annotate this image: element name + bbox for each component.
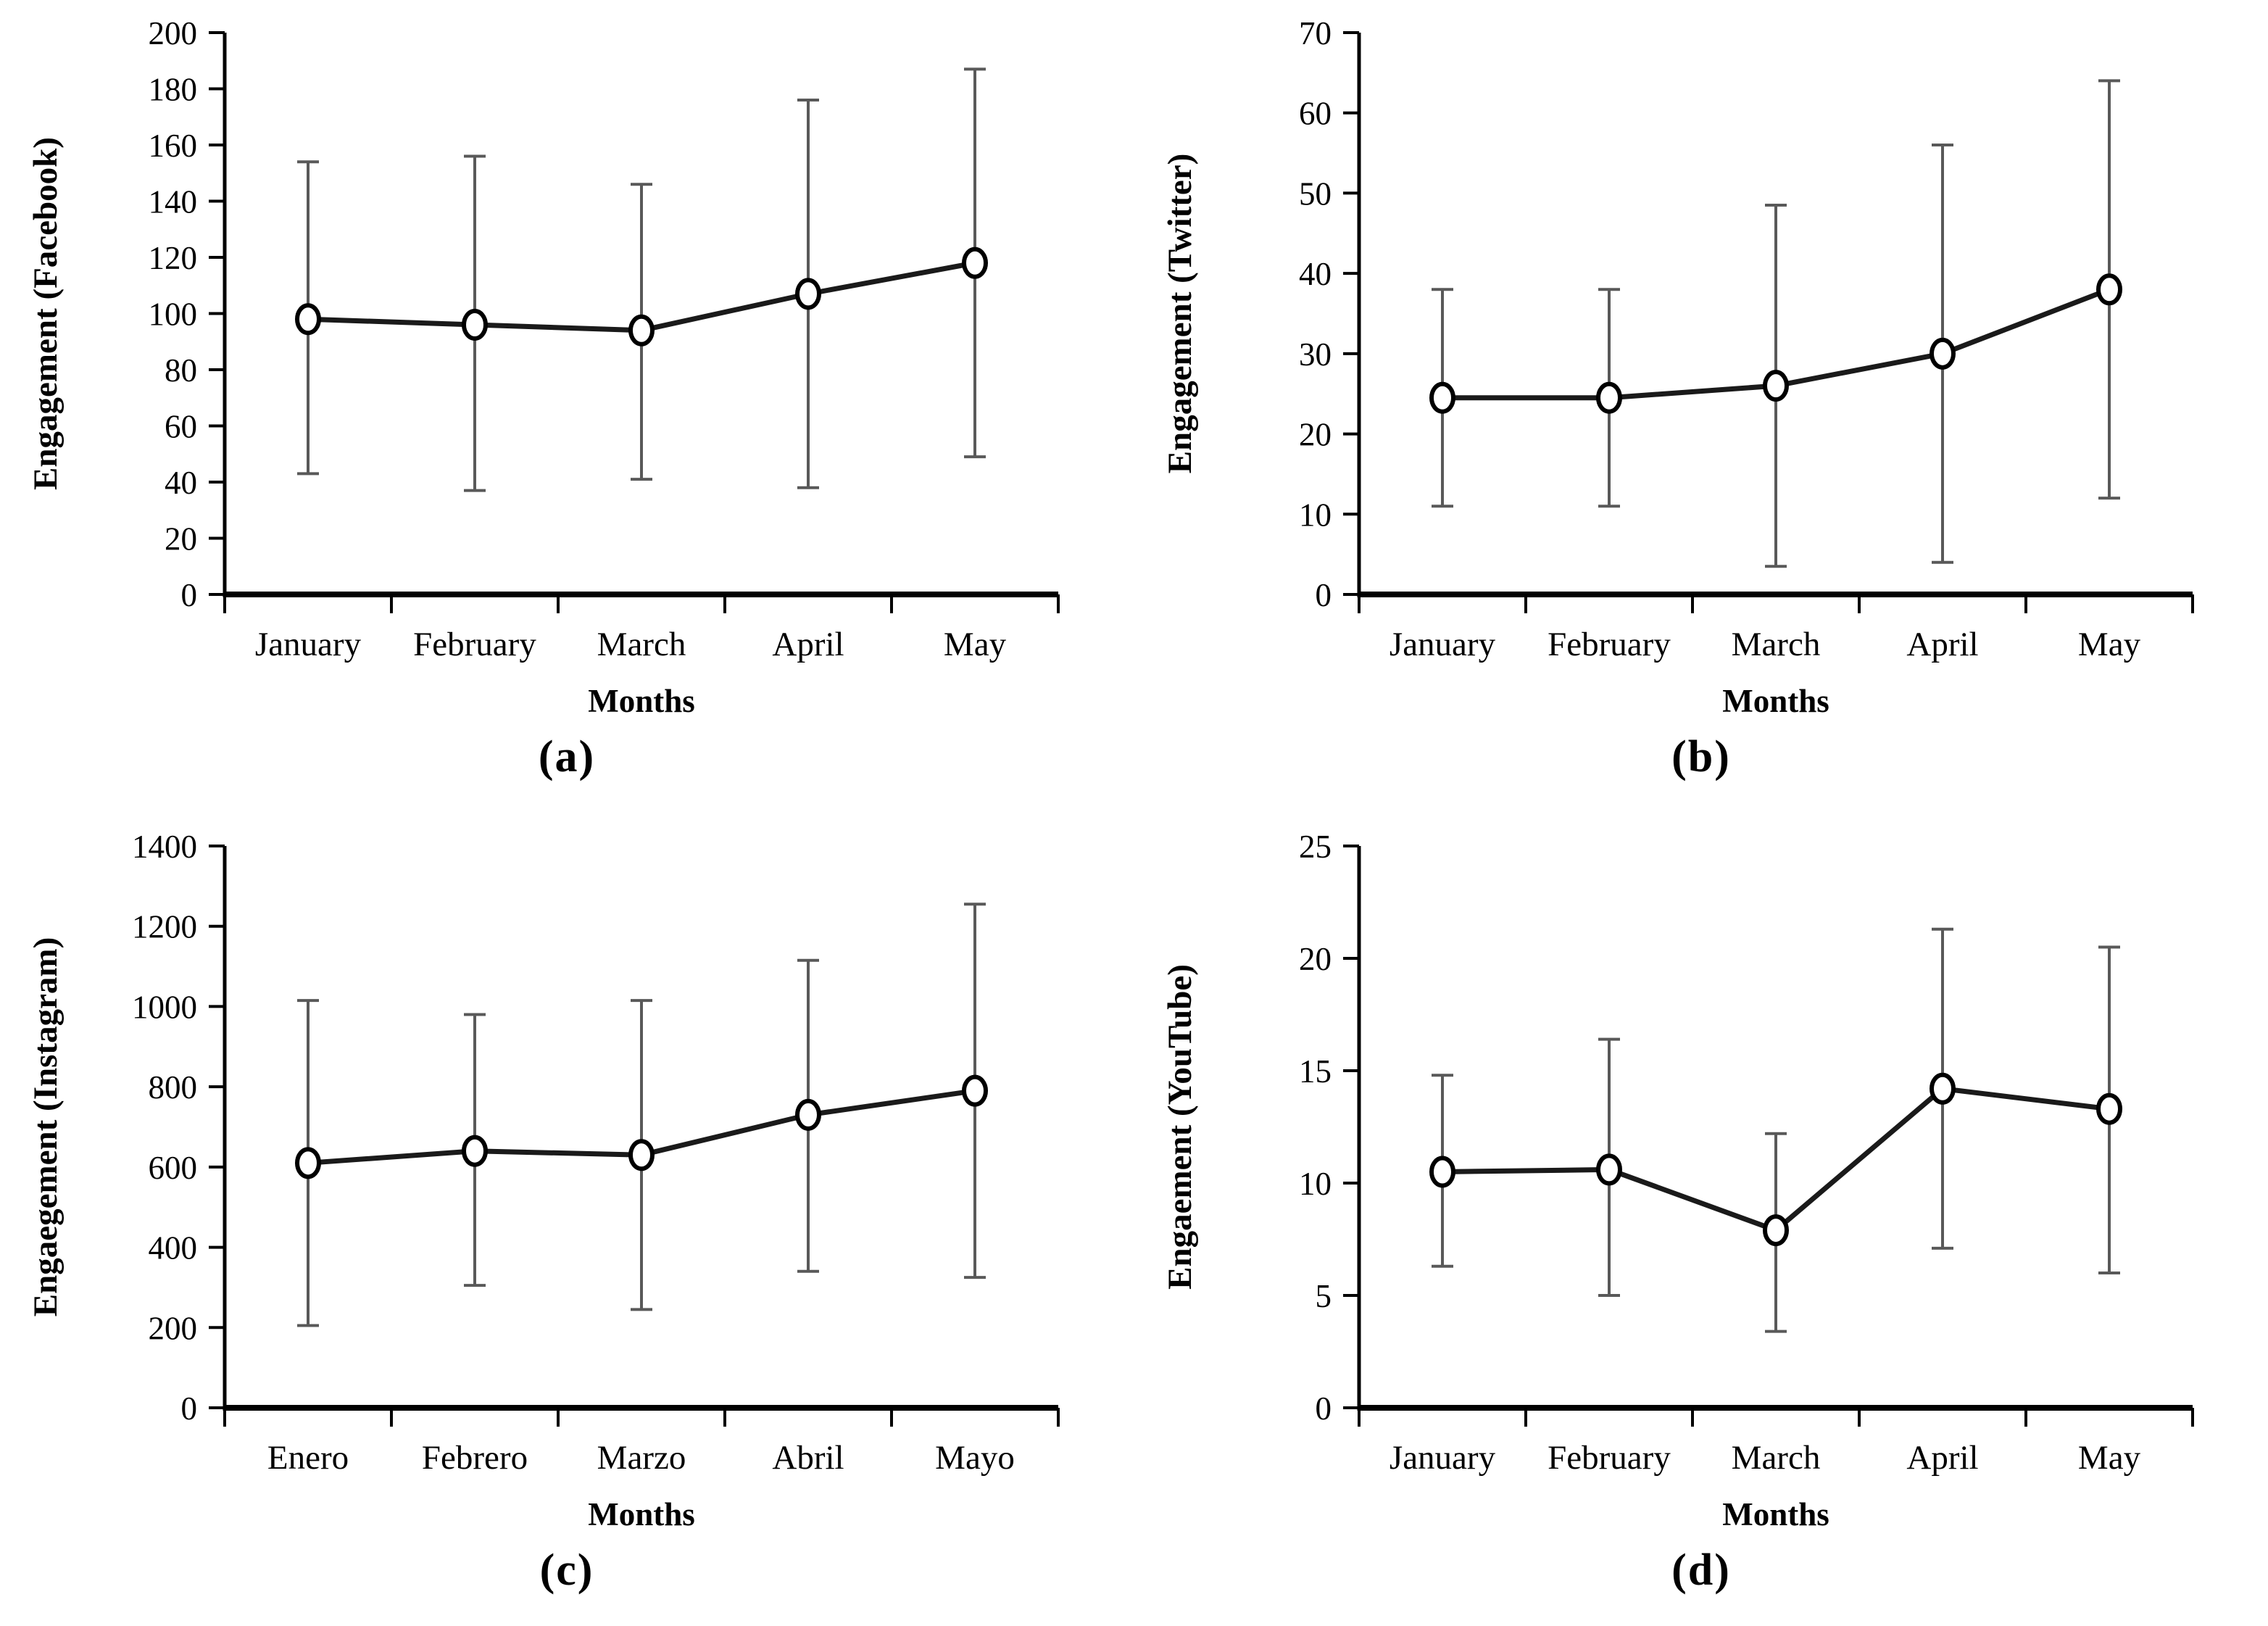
data-point-marker <box>1429 1156 1455 1188</box>
y-tick-label: 140 <box>149 184 198 220</box>
x-axis-title: Months <box>588 683 695 719</box>
x-category-label: Febrero <box>422 1439 528 1477</box>
y-tick-label: 1000 <box>132 989 197 1025</box>
data-point-marker <box>462 309 488 341</box>
y-tick-label: 40 <box>1299 256 1332 292</box>
chart-a-caption: (a) <box>538 732 596 781</box>
x-category-label: February <box>1548 1439 1671 1477</box>
data-point-marker <box>1763 370 1789 402</box>
x-category-label: January <box>1390 626 1496 663</box>
data-point-marker <box>962 246 988 279</box>
x-category-label: Abril <box>772 1439 844 1477</box>
y-tick-label: 0 <box>181 577 198 613</box>
data-point-marker <box>1596 1153 1622 1186</box>
x-category-label: March <box>597 626 686 663</box>
data-point-marker <box>1429 381 1455 414</box>
x-category-label: March <box>1732 1439 1821 1477</box>
x-category-label: May <box>2078 626 2141 663</box>
y-tick-label: 400 <box>149 1230 198 1266</box>
y-tick-label: 20 <box>1299 417 1332 453</box>
y-tick-label: 50 <box>1299 175 1332 212</box>
chart-panel-c: 0 200 400 600 800 1000 1200 1400 Enero Febrero Mar… <box>0 813 1134 1626</box>
chart-c-plot: 0 200 400 600 800 1000 1200 1400 Enero Febrero Mar… <box>27 829 1060 1532</box>
y-tick-label: 1400 <box>132 829 197 865</box>
chart-a-plot: 0 20 40 60 80 100 120 140 160 180 200 January Februa… <box>27 15 1060 719</box>
y-tick-label: 80 <box>165 352 197 389</box>
y-axis-title: Engaement (YouTube) <box>1161 964 1199 1290</box>
y-tick-label: 0 <box>1316 577 1332 613</box>
data-point-marker <box>628 1139 655 1171</box>
y-tick-label: 10 <box>1299 497 1332 533</box>
data-point-marker <box>2096 273 2122 306</box>
x-category-label: April <box>772 626 844 663</box>
y-tick-label: 100 <box>149 296 198 333</box>
data-point-marker <box>462 1135 488 1167</box>
y-tick-label: 20 <box>165 521 197 557</box>
data-point-marker <box>1930 1072 1956 1105</box>
y-tick-label: 0 <box>181 1390 198 1427</box>
y-axis-title: Engaegement (Instagram) <box>27 937 65 1316</box>
y-tick-label: 1200 <box>132 909 197 945</box>
x-category-label: January <box>1390 1439 1496 1477</box>
y-tick-label: 10 <box>1299 1166 1332 1202</box>
y-tick-label: 800 <box>149 1069 198 1106</box>
y-tick-label: 160 <box>149 128 198 164</box>
chart-d-plot: 0 5 10 15 20 25 January February March April May Mo… <box>1161 829 2194 1532</box>
data-point-marker <box>628 314 655 347</box>
y-tick-label: 200 <box>149 15 198 51</box>
chart-c-caption: (c) <box>539 1546 594 1595</box>
y-axis-title: Engagement (Twitter) <box>1161 154 1199 474</box>
x-axis-title: Months <box>1722 1496 1829 1532</box>
y-tick-label: 60 <box>1299 96 1332 132</box>
x-category-label: Marzo <box>597 1439 686 1477</box>
y-axis-title: Engagement (Facebook) <box>27 137 65 490</box>
x-axis-title: Months <box>1722 683 1829 719</box>
data-point-marker <box>1930 337 1956 370</box>
data-point-marker <box>1596 381 1622 414</box>
data-point-marker <box>295 1147 321 1179</box>
data-point-marker <box>295 303 321 336</box>
x-category-label: Enero <box>267 1439 349 1477</box>
x-category-label: April <box>1906 1439 1978 1477</box>
y-tick-label: 60 <box>165 409 197 445</box>
x-category-label: April <box>1906 626 1978 663</box>
data-point-marker <box>795 1098 821 1131</box>
y-tick-label: 25 <box>1299 829 1332 865</box>
y-tick-label: 200 <box>149 1310 198 1346</box>
y-tick-label: 40 <box>165 465 197 501</box>
y-tick-label: 70 <box>1299 15 1332 51</box>
x-category-label: Mayo <box>935 1439 1015 1477</box>
x-category-label: February <box>413 626 536 663</box>
chart-b-plot: 0 10 20 30 40 50 60 70 January February March April… <box>1161 15 2194 719</box>
y-tick-label: 20 <box>1299 941 1332 977</box>
x-category-label: May <box>944 626 1007 663</box>
data-point-marker <box>2096 1092 2122 1125</box>
y-tick-label: 600 <box>149 1150 198 1186</box>
x-category-label: May <box>2078 1439 2141 1477</box>
y-tick-label: 120 <box>149 240 198 276</box>
chart-panel-a: 0 20 40 60 80 100 120 140 160 180 200 January Februa… <box>0 0 1134 813</box>
data-point-marker <box>795 278 821 310</box>
x-category-label: February <box>1548 626 1671 663</box>
y-tick-label: 180 <box>149 72 198 108</box>
data-point-marker <box>1763 1214 1789 1247</box>
chart-d-caption: (d) <box>1671 1546 1731 1595</box>
chart-b-caption: (b) <box>1671 732 1731 781</box>
x-axis-title: Months <box>588 1496 695 1532</box>
data-point-marker <box>962 1074 988 1107</box>
y-tick-label: 0 <box>1316 1390 1332 1427</box>
y-tick-label: 15 <box>1299 1053 1332 1090</box>
y-tick-label: 5 <box>1316 1278 1332 1314</box>
x-category-label: January <box>255 626 362 663</box>
y-tick-label: 30 <box>1299 336 1332 373</box>
chart-panel-d: 0 5 10 15 20 25 January February March April May Mo… <box>1134 813 2268 1626</box>
x-category-label: March <box>1732 626 1821 663</box>
chart-panel-b: 0 10 20 30 40 50 60 70 January February March April… <box>1134 0 2268 813</box>
